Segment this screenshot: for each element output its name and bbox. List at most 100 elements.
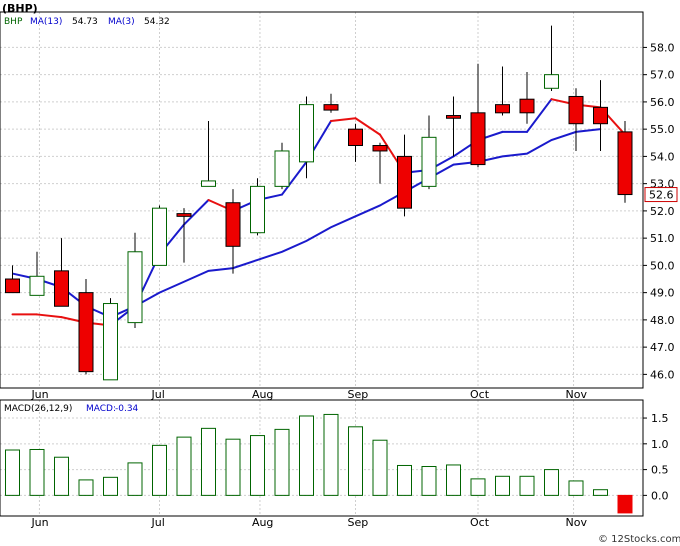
macd-bar <box>593 489 608 496</box>
macd-legend-value: -0.34 <box>115 404 139 414</box>
price-y-tick-label: 50.0 <box>650 259 675 272</box>
macd-bar <box>54 456 69 496</box>
price-x-tick-label: Jul <box>151 388 165 401</box>
candle-body-down <box>495 104 510 114</box>
macd-bar <box>5 449 20 496</box>
price-y-tick-label: 56.0 <box>650 96 675 109</box>
macd-bar <box>152 444 167 496</box>
macd-plot-frame <box>0 399 644 517</box>
candle <box>250 178 265 236</box>
candle <box>323 93 339 113</box>
price-y-tick-label: 48.0 <box>650 314 675 327</box>
candle <box>78 279 94 375</box>
ma3-segment <box>354 117 381 136</box>
candle-body-down <box>617 131 633 196</box>
price-y-tick-label: 51.0 <box>650 232 675 245</box>
price-y-tick-label: 46.0 <box>650 368 675 381</box>
macd-bar <box>568 480 584 496</box>
price-x-tick-label: Jun <box>30 388 48 401</box>
candle <box>593 80 608 151</box>
candle <box>397 134 412 217</box>
ticker-title: (BHP) <box>2 2 38 15</box>
candle-body-up <box>274 150 290 187</box>
price-panel-background <box>0 0 680 388</box>
candle-body-up <box>421 136 437 187</box>
price-y-tick-label: 49.0 <box>650 287 675 300</box>
candle-body-down <box>5 278 20 294</box>
watermark: © 12Stocks.com <box>598 534 680 545</box>
macd-bar <box>617 494 633 514</box>
price-y-tick-label: 57.0 <box>650 69 675 82</box>
price-legend: BHP MA(13) 54.73 MA(3) 54.32 <box>4 17 170 27</box>
candle <box>5 265 20 294</box>
candle <box>54 238 69 307</box>
candle <box>274 142 290 190</box>
candle-body-up <box>152 207 167 266</box>
macd-bar <box>103 476 118 496</box>
price-y-tick-label: 55.0 <box>650 123 675 136</box>
macd-panel: 1.5 1.0 0.5 0.0 MACD(26,12,9) MACD: -0.34 J… <box>0 399 669 529</box>
candle-body-down <box>54 270 69 307</box>
macd-legend: MACD(26,12,9) MACD: -0.34 <box>4 404 139 414</box>
macd-bar <box>421 466 437 496</box>
candle <box>152 205 167 266</box>
macd-y-axis: 1.5 1.0 0.5 0.0 <box>643 412 669 502</box>
legend-ma13-label: MA(13) <box>30 17 62 27</box>
macd-y-tick-label: 1.0 <box>651 438 669 451</box>
price-x-tick-label: Oct <box>470 388 490 401</box>
candle <box>103 298 118 381</box>
ma3-segment <box>36 313 63 319</box>
macd-x-tick-label: Sep <box>348 516 369 529</box>
macd-bar <box>397 464 412 496</box>
macd-bar <box>78 479 94 496</box>
price-grid <box>0 12 643 388</box>
macd-y-tick-label: 1.5 <box>651 412 669 425</box>
price-panel: 46.047.048.049.050.051.052.053.054.055.0… <box>0 0 680 401</box>
macd-bar <box>250 435 265 496</box>
price-x-tick-label: Aug <box>252 388 273 401</box>
candle-body-down <box>323 104 339 111</box>
ma3-segment <box>281 160 308 196</box>
macd-bar <box>495 475 510 496</box>
macd-x-tick-label: Jul <box>151 516 165 529</box>
macd-bar <box>323 413 339 496</box>
macd-x-tick-label: Oct <box>470 516 490 529</box>
macd-bar <box>372 439 388 496</box>
candle <box>299 96 314 179</box>
ma3-segment <box>330 117 357 122</box>
candle <box>519 71 535 124</box>
candle-body-up <box>127 251 143 324</box>
candle <box>421 115 437 190</box>
candle <box>201 120 216 187</box>
price-y-tick-label: 54.0 <box>650 150 675 163</box>
last-price-box <box>644 187 678 203</box>
candle-body-down <box>372 145 388 152</box>
candle-body-down <box>78 292 94 373</box>
price-x-tick-label: Nov <box>566 388 588 401</box>
candle <box>446 96 461 157</box>
candle-body-down <box>519 98 535 114</box>
macd-x-tick-label: Jun <box>30 516 48 529</box>
macd-bar <box>446 464 461 496</box>
candle-body-down <box>225 202 241 247</box>
macd-bar <box>470 478 486 496</box>
candle-body-up <box>201 180 216 187</box>
candle-body-down <box>446 115 461 119</box>
macd-x-tick-label: Nov <box>566 516 588 529</box>
macd-legend-title: MACD(26,12,9) <box>4 404 72 414</box>
candle <box>372 142 388 184</box>
candle <box>127 232 143 329</box>
macd-bar <box>519 475 535 496</box>
macd-bar <box>544 469 559 496</box>
price-x-tick-label: Sep <box>348 388 369 401</box>
candle <box>348 123 363 162</box>
candles <box>5 25 633 381</box>
candle <box>617 120 633 203</box>
last-price-marker: 52.6 <box>644 187 678 203</box>
legend-ticker: BHP <box>4 17 23 27</box>
price-x-axis: Jun Jul Aug Sep Oct Nov <box>30 388 587 401</box>
price-y-axis: 46.047.048.049.050.051.052.053.054.055.0… <box>643 41 675 381</box>
macd-y-tick-label: 0.0 <box>651 489 669 502</box>
candle <box>470 63 486 168</box>
macd-bar <box>29 448 45 496</box>
